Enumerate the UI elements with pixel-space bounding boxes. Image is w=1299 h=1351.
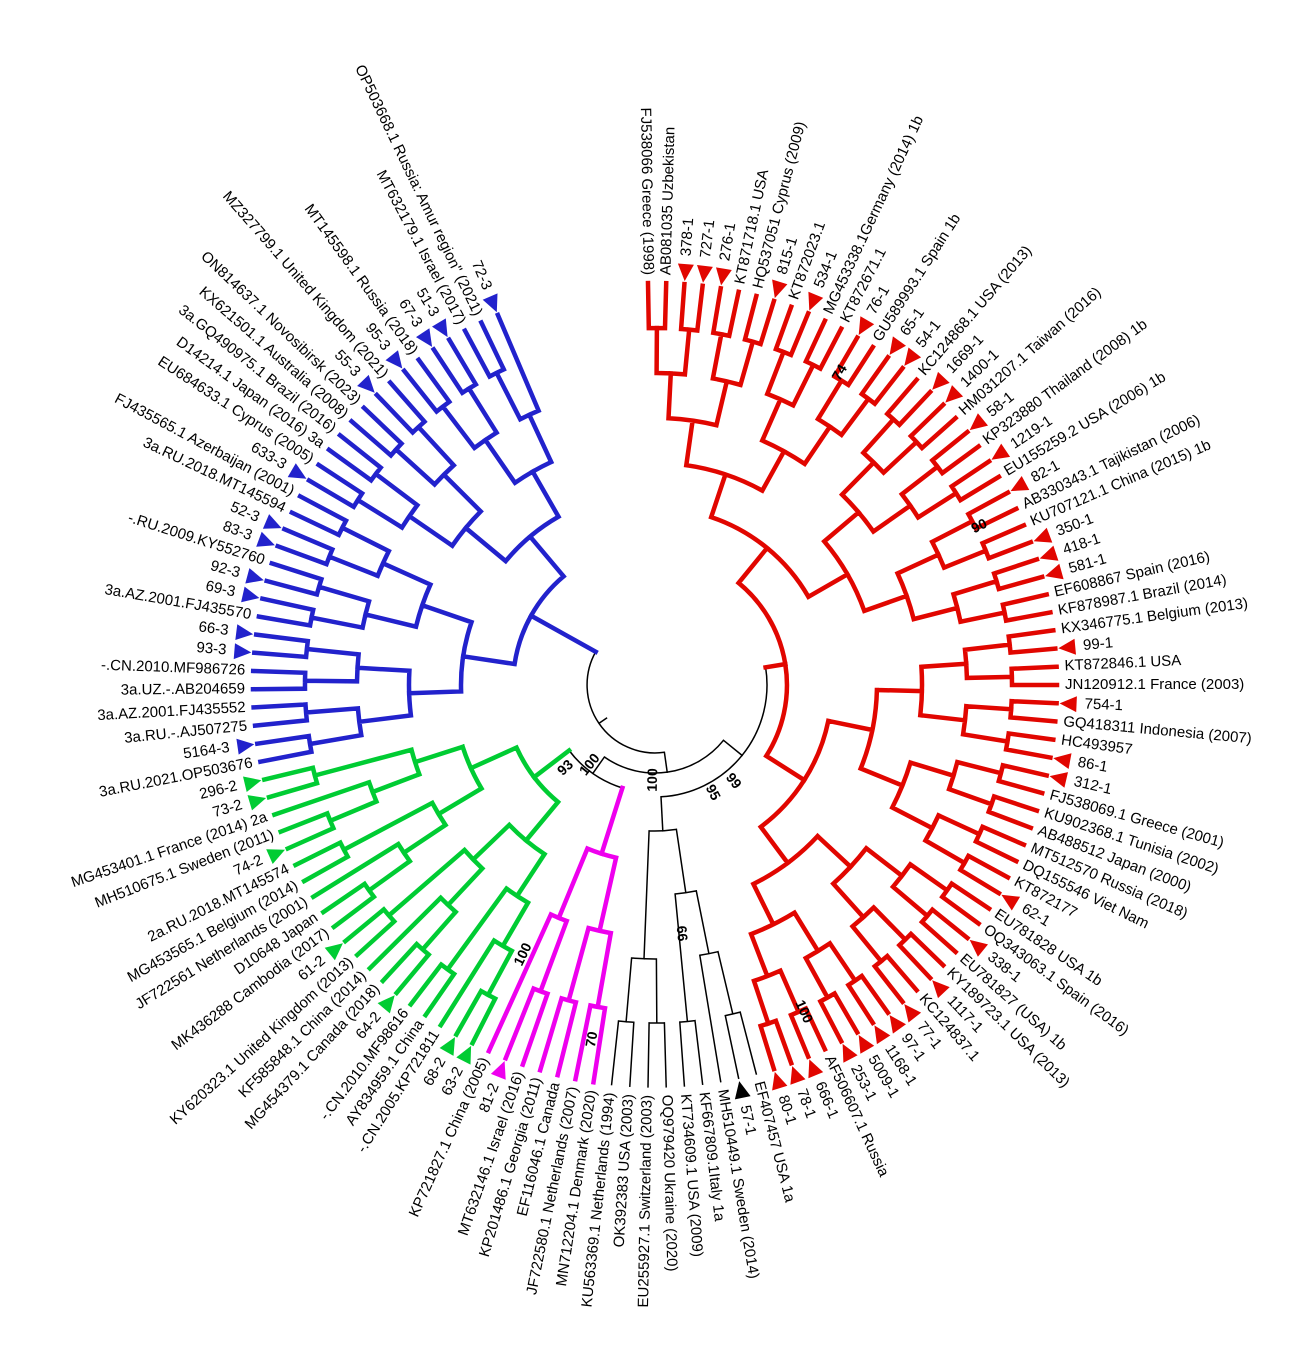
sample-marker-triangle (790, 1066, 806, 1085)
sample-marker-triangle (932, 371, 950, 390)
sample-marker-triangle (241, 586, 260, 603)
sample-marker-triangle (932, 980, 950, 999)
sample-marker-triangle (1039, 545, 1059, 561)
sample-marker-triangle (1053, 753, 1072, 769)
sample-marker-triangle (1059, 696, 1077, 713)
leaf-label: 727-1 (697, 219, 718, 259)
bootstrap-value: 74 (828, 361, 850, 383)
bootstrap-value: 95 (703, 781, 725, 802)
sample-marker-triangle (245, 568, 264, 584)
sample-marker-triangle (324, 943, 343, 961)
sample-marker-triangle (1058, 638, 1076, 655)
leaf-label: EU255927.1 Switzerland (2003) (635, 1095, 656, 1308)
sample-marker-triangle (1010, 476, 1030, 492)
sample-marker-triangle (287, 463, 307, 479)
sample-marker-triangle (808, 1059, 824, 1079)
sample-marker-triangle (904, 347, 922, 366)
sample-marker-triangle (969, 939, 988, 957)
sample-marker-triangle (357, 374, 375, 393)
sample-marker-triangle (969, 413, 988, 431)
sample-marker-triangle (377, 995, 395, 1014)
sample-marker-triangle (858, 1035, 875, 1054)
sample-marker-triangle (235, 624, 254, 640)
clade-branches-red-1b (645, 280, 1060, 1072)
sample-marker-triangle (1045, 563, 1064, 580)
sample-marker-triangle (677, 263, 694, 282)
sample-marker-triangle (432, 318, 448, 338)
leaf-label: 93-3 (196, 639, 227, 658)
leaf-label: -.CN.2010.MF986726 (101, 657, 246, 679)
sample-marker-triangle (262, 514, 282, 529)
sample-marker-triangle (236, 738, 255, 755)
sample-marker-triangle (385, 350, 403, 369)
sample-marker-triangle (456, 1045, 472, 1065)
sample-marker-triangle (482, 293, 498, 313)
sample-marker-triangle (734, 1081, 751, 1100)
sample-marker-triangle (1049, 772, 1068, 788)
sample-marker-triangle (247, 795, 267, 811)
leaf-label: 3a.UZ.-.AB204659 (121, 680, 245, 698)
sample-marker-triangle (772, 279, 788, 299)
sample-marker-triangle (266, 849, 285, 864)
leaf-label: AB081035 Uzbekistan (657, 127, 678, 276)
sample-marker-triangle (808, 291, 824, 311)
leaf-label: JN120912.1 France (2003) (1065, 676, 1244, 693)
leaf-label: FJ538066 Greece (1998) (637, 107, 657, 275)
bootstrap-value: 90 (968, 515, 989, 536)
sample-marker-triangle (945, 385, 964, 403)
clade-branches-green-2a (261, 743, 562, 1047)
bootstrap-value: 66 (674, 925, 692, 942)
leaf-label: 69-3 (204, 577, 237, 600)
bootstrap-value: 100 (644, 768, 660, 792)
sample-marker-triangle (490, 1061, 506, 1080)
leaf-label: 378-1 (677, 217, 697, 257)
leaf-label: OQ979420 Ukraine (2020) (658, 1095, 680, 1272)
sample-marker-triangle (858, 316, 875, 335)
sample-marker-triangle (1001, 894, 1021, 911)
clade-branches-magenta-2b (485, 845, 619, 1085)
leaf-label: 5164-3 (182, 739, 231, 763)
sample-marker-triangle (842, 1043, 858, 1063)
leaf-label: 66-3 (198, 618, 230, 639)
leaf-label: 57-1 (737, 1104, 760, 1137)
leaf-label: 99-1 (1082, 634, 1113, 654)
sample-marker-triangle (697, 265, 713, 283)
sample-marker-triangle (243, 776, 262, 792)
sample-marker-triangle (716, 267, 732, 286)
sample-marker-triangle (904, 1004, 922, 1023)
leaf-label: 86-1 (1076, 754, 1109, 776)
sample-marker-triangle (874, 1025, 891, 1045)
root-stub (598, 717, 608, 725)
sample-marker-triangle (1033, 527, 1053, 543)
leaf-label: 754-1 (1084, 695, 1123, 714)
sample-marker-triangle (439, 1037, 455, 1056)
sample-marker-triangle (416, 328, 433, 347)
bootstrap-value: 70 (582, 1030, 600, 1048)
sample-marker-triangle (889, 1015, 906, 1034)
leaf-label: 276-1 (716, 221, 739, 262)
leaf-label: KT872846.1 USA (1064, 652, 1181, 674)
sample-marker-triangle (889, 336, 906, 355)
clade-branches-blue-3a (250, 312, 567, 765)
sample-marker-triangle (772, 1071, 788, 1091)
sample-marker-triangle (991, 443, 1011, 460)
sample-marker-triangle (256, 531, 275, 547)
sample-marker-triangle (233, 643, 252, 660)
